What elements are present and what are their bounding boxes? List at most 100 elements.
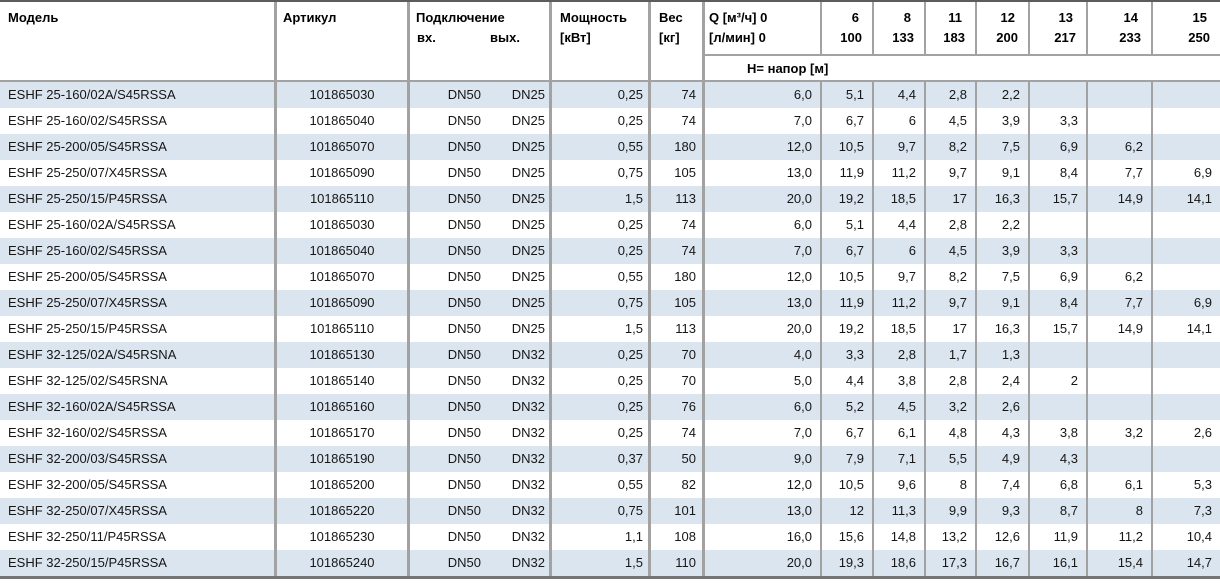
- table-row: ESHF 25-160/02A/S45RSSA 101865030 DN50 DN25…: [0, 82, 1220, 108]
- cell-article: 101865070: [277, 264, 410, 290]
- flow-lmin-value: 250: [1188, 30, 1210, 45]
- cell-head: 4,3: [977, 420, 1030, 446]
- cell-conn-out: DN25: [483, 108, 552, 134]
- cell-head: 14,1: [1186, 321, 1212, 336]
- cell-head: [1153, 394, 1220, 420]
- cell-weight: 108: [651, 524, 705, 550]
- col-header-flow: 6 100: [822, 2, 874, 56]
- cell-weight: 76: [651, 394, 705, 420]
- cell-head: 4,8: [926, 420, 977, 446]
- cell-conn-in: DN50: [447, 425, 481, 440]
- cell-head: 3,2: [926, 394, 977, 420]
- cell-article: 101865240: [277, 550, 410, 576]
- table-row: ESHF 32-160/02/S45RSSA 101865170 DN50 DN32 0…: [0, 420, 1220, 446]
- cell-model: ESHF 25-160/02A/S45RSSA: [0, 82, 277, 108]
- cell-head: 4,5: [926, 238, 977, 264]
- cell-conn-out: DN25: [483, 238, 552, 264]
- cell-model: ESHF 25-250/07/X45RSSA: [0, 290, 277, 316]
- cell-head: 6: [874, 108, 926, 134]
- cell-power: 0,25: [552, 82, 651, 108]
- cell-conn-in: DN50: [447, 243, 481, 258]
- cell-head: 6,9: [1193, 295, 1212, 310]
- cell-head: 6,7: [822, 108, 874, 134]
- cell-head: [1088, 108, 1153, 134]
- cell-head: 20,0: [705, 316, 822, 342]
- cell-head: 3,3: [1030, 108, 1088, 134]
- cell-conn-out: DN32: [483, 420, 552, 446]
- cell-power: 0,75: [552, 290, 651, 316]
- cell-head: 8: [926, 472, 977, 498]
- cell-head: 6,2: [1088, 264, 1153, 290]
- cell-power: 0,55: [552, 264, 651, 290]
- cell-model: ESHF 32-250/07/X45RSSA: [0, 498, 277, 524]
- table-row: ESHF 25-250/15/P45RSSA 101865110 DN50 DN25 1…: [0, 316, 1220, 342]
- cell-head: 5,1: [822, 82, 874, 108]
- cell-head: 17: [926, 186, 977, 212]
- cell-head: 18,5: [874, 316, 926, 342]
- cell-head: 12,0: [705, 134, 822, 160]
- table-row: ESHF 25-160/02/S45RSSA 101865040 DN50 DN25 0…: [0, 238, 1220, 264]
- flow-m3h-value: 15: [1192, 10, 1207, 25]
- table-row: ESHF 32-125/02/S45RSNA 101865140 DN50 DN32 0…: [0, 368, 1220, 394]
- cell-conn-out: DN25: [483, 160, 552, 186]
- connection-inlet-label: вх.: [417, 30, 436, 45]
- col-header-flow: 15 250: [1153, 2, 1220, 56]
- cell-head: 5,5: [926, 446, 977, 472]
- cell-weight: 180: [651, 134, 705, 160]
- cell-head: 4,9: [977, 446, 1030, 472]
- cell-article: 101865190: [277, 446, 410, 472]
- cell-article: 101865090: [277, 290, 410, 316]
- cell-head: 3,9: [977, 238, 1030, 264]
- cell-power: 0,25: [552, 238, 651, 264]
- cell-head: 3,8: [1030, 420, 1088, 446]
- cell-head: 2,6: [977, 394, 1030, 420]
- cell-head: 20,0: [705, 186, 822, 212]
- flow-lmin-value: 100: [840, 30, 862, 45]
- cell-head: 17: [926, 316, 977, 342]
- cell-head: 14,8: [874, 524, 926, 550]
- cell-head: 14,9: [1088, 316, 1153, 342]
- cell-head: 9,0: [705, 446, 822, 472]
- cell-head: 7,5: [977, 264, 1030, 290]
- cell-model: ESHF 32-125/02A/S45RSNA: [0, 342, 277, 368]
- cell-conn-in: DN50: [447, 555, 481, 570]
- cell-conn-out: DN32: [483, 342, 552, 368]
- cell-power: 0,25: [552, 342, 651, 368]
- cell-article: 101865140: [277, 368, 410, 394]
- cell-model: ESHF 25-250/15/P45RSSA: [0, 316, 277, 342]
- flow-m3h-value: 6: [851, 10, 859, 25]
- col-header-power: Мощность [кВт]: [552, 2, 651, 80]
- cell-head: 11,2: [874, 290, 926, 316]
- cell-head: [1030, 212, 1088, 238]
- cell-head: 4,3: [1030, 446, 1088, 472]
- cell-head: 12: [822, 498, 874, 524]
- cell-head: [1088, 446, 1153, 472]
- cell-head: 16,1: [1030, 550, 1088, 576]
- cell-conn-in: DN50: [447, 191, 481, 206]
- table-row: ESHF 32-160/02A/S45RSSA 101865160 DN50 DN32…: [0, 394, 1220, 420]
- cell-article: 101865030: [277, 212, 410, 238]
- cell-head: 8,2: [926, 264, 977, 290]
- cell-weight: 113: [651, 316, 705, 342]
- cell-model: ESHF 25-160/02/S45RSSA: [0, 238, 277, 264]
- cell-head: 16,3: [977, 186, 1030, 212]
- cell-conn-in: DN50: [447, 477, 481, 492]
- cell-head: [1153, 342, 1220, 368]
- cell-head: 4,4: [822, 368, 874, 394]
- cell-article: 101865090: [277, 160, 410, 186]
- cell-conn-in: DN50: [447, 217, 481, 232]
- flow-m3h-value: 14: [1123, 10, 1138, 25]
- cell-head: 6,8: [1030, 472, 1088, 498]
- cell-head: 7,5: [977, 134, 1030, 160]
- cell-head: 3,3: [822, 342, 874, 368]
- col-header-connection: Подключение вх. вых.: [410, 2, 552, 80]
- cell-weight: 74: [651, 212, 705, 238]
- cell-head: 8,2: [926, 134, 977, 160]
- cell-head: 3,2: [1088, 420, 1153, 446]
- cell-article: 101865070: [277, 134, 410, 160]
- cell-head: 12,0: [705, 472, 822, 498]
- table-row: ESHF 32-125/02A/S45RSNA 101865130 DN50 DN32…: [0, 342, 1220, 368]
- cell-head: 3,8: [874, 368, 926, 394]
- cell-head: 6,0: [705, 212, 822, 238]
